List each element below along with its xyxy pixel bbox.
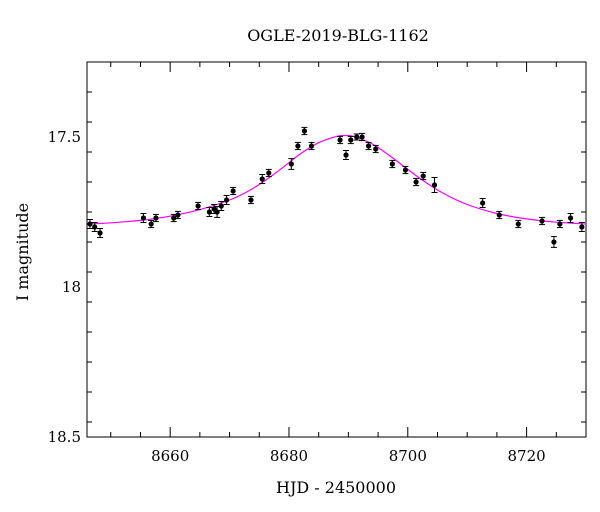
data-point bbox=[343, 150, 350, 160]
data-point bbox=[148, 219, 155, 229]
x-tick-label: 8700 bbox=[389, 447, 427, 465]
data-point bbox=[288, 158, 295, 170]
point-marker bbox=[224, 197, 230, 203]
point-marker bbox=[359, 134, 365, 140]
data-point bbox=[230, 186, 237, 196]
plot-frame bbox=[86, 61, 587, 438]
point-marker bbox=[230, 188, 236, 194]
point-marker bbox=[295, 143, 301, 149]
point-marker bbox=[496, 212, 502, 218]
data-point bbox=[265, 168, 272, 178]
data-point bbox=[550, 236, 557, 248]
data-point bbox=[431, 177, 438, 193]
y-axis-ticks: 17.5 18 18.5 bbox=[48, 61, 586, 446]
data-point bbox=[372, 144, 379, 154]
point-marker bbox=[92, 224, 98, 230]
data-points bbox=[86, 126, 585, 248]
point-marker bbox=[308, 143, 315, 149]
chart-title: OGLE-2019-BLG-1162 bbox=[247, 26, 429, 45]
y-tick-label: 17.5 bbox=[48, 128, 81, 146]
point-marker bbox=[402, 167, 409, 173]
data-point bbox=[195, 201, 202, 211]
point-marker bbox=[301, 128, 308, 134]
y-tick-label: 18 bbox=[62, 278, 81, 296]
data-point bbox=[218, 201, 225, 211]
data-point bbox=[479, 198, 486, 208]
point-marker bbox=[248, 197, 254, 203]
point-marker bbox=[431, 182, 438, 188]
data-point bbox=[97, 228, 104, 238]
data-point bbox=[359, 132, 366, 142]
data-point bbox=[223, 195, 230, 205]
data-point bbox=[402, 165, 409, 175]
data-point bbox=[365, 141, 372, 151]
data-point bbox=[91, 222, 98, 232]
point-marker bbox=[420, 173, 426, 179]
point-marker bbox=[206, 209, 212, 215]
data-point bbox=[347, 135, 354, 145]
data-point bbox=[259, 174, 266, 184]
data-point bbox=[206, 207, 213, 217]
point-marker bbox=[567, 215, 574, 221]
point-marker bbox=[354, 134, 360, 140]
plot-area: 8660 8680 8700 8720 17.5 18 18.5 bbox=[48, 61, 587, 465]
point-marker bbox=[140, 215, 147, 221]
point-marker bbox=[539, 218, 545, 224]
x-tick-label: 8660 bbox=[151, 447, 189, 465]
data-point bbox=[389, 159, 396, 169]
point-marker bbox=[148, 221, 154, 227]
data-point bbox=[556, 219, 563, 229]
point-marker bbox=[557, 221, 563, 227]
data-point bbox=[294, 141, 301, 151]
point-marker bbox=[515, 221, 521, 227]
point-marker bbox=[348, 137, 354, 143]
data-point bbox=[567, 213, 574, 223]
x-tick-label: 8680 bbox=[270, 447, 308, 465]
data-point bbox=[496, 210, 503, 220]
point-marker bbox=[343, 152, 349, 158]
point-marker bbox=[480, 200, 486, 206]
point-marker bbox=[288, 161, 294, 167]
point-marker bbox=[218, 203, 224, 209]
data-point bbox=[174, 210, 181, 220]
data-point bbox=[413, 177, 420, 187]
x-axis-ticks: 8660 8680 8700 8720 bbox=[110, 62, 587, 465]
x-axis-label: HJD - 2450000 bbox=[276, 478, 396, 497]
data-point bbox=[140, 213, 147, 223]
y-axis-label: I magnitude bbox=[13, 203, 32, 301]
point-marker bbox=[551, 239, 557, 245]
data-point bbox=[308, 141, 315, 151]
point-marker bbox=[365, 143, 372, 149]
point-marker bbox=[87, 221, 93, 227]
data-point bbox=[515, 219, 522, 229]
point-marker bbox=[153, 215, 159, 221]
data-point bbox=[420, 171, 427, 181]
data-point bbox=[337, 135, 344, 145]
point-marker bbox=[259, 176, 265, 182]
point-marker bbox=[266, 170, 272, 176]
data-point bbox=[152, 213, 159, 223]
point-marker bbox=[413, 179, 419, 185]
model-curve-line bbox=[86, 134, 587, 225]
data-point bbox=[247, 195, 254, 205]
data-point bbox=[578, 222, 585, 232]
y-tick-label: 18.5 bbox=[48, 428, 81, 446]
point-marker bbox=[337, 137, 343, 143]
point-marker bbox=[579, 224, 585, 230]
point-marker bbox=[171, 215, 177, 221]
data-point bbox=[86, 219, 93, 229]
point-marker bbox=[175, 212, 181, 218]
data-point bbox=[301, 126, 308, 136]
point-marker bbox=[97, 230, 103, 236]
point-marker bbox=[195, 203, 201, 209]
data-point bbox=[353, 133, 360, 141]
x-tick-label: 8720 bbox=[508, 447, 546, 465]
point-marker bbox=[373, 146, 379, 152]
point-marker bbox=[389, 161, 395, 167]
data-point bbox=[539, 216, 546, 226]
